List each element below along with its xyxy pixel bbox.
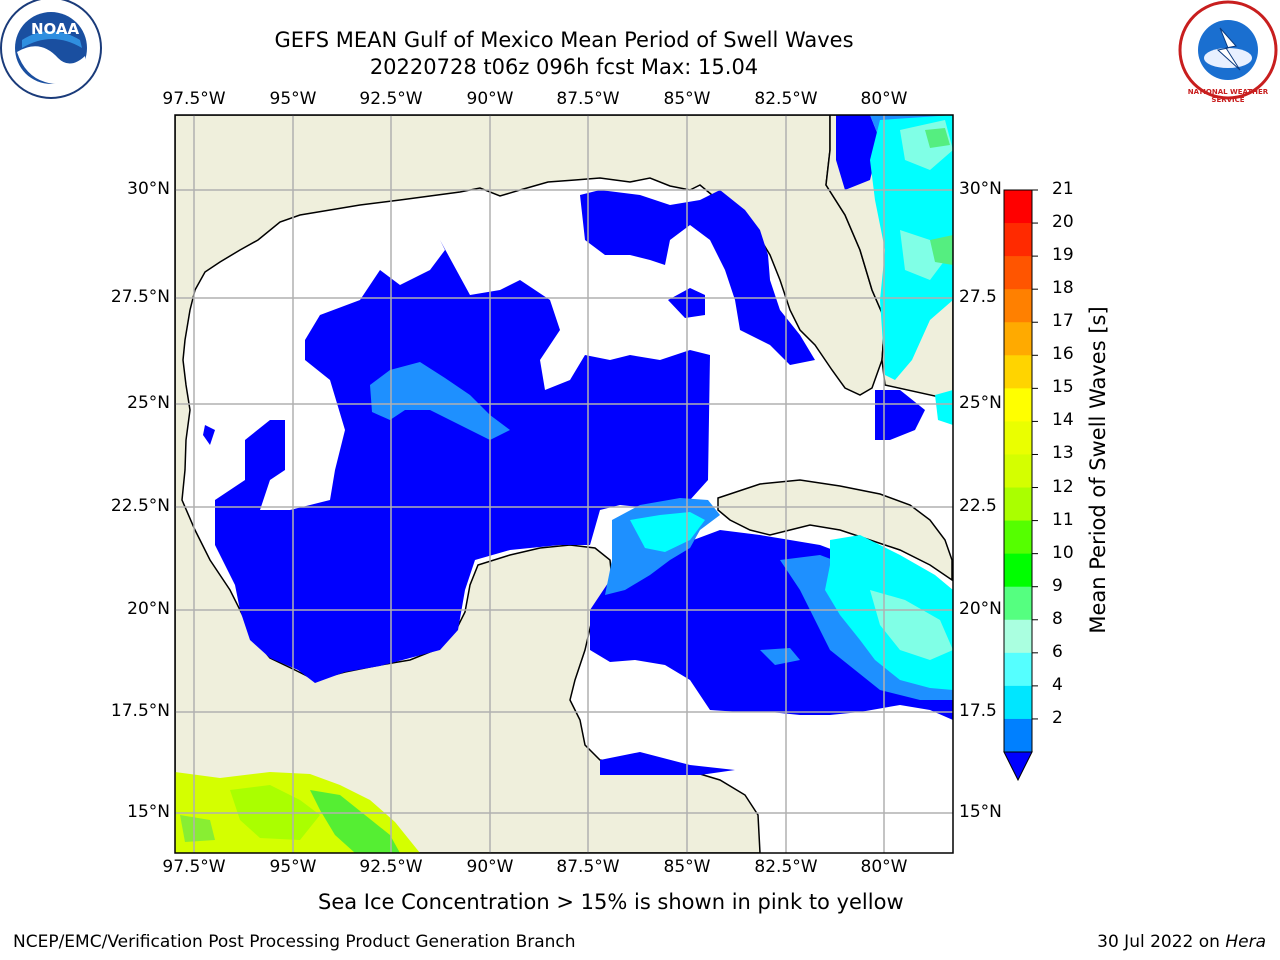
land-cuba <box>717 479 953 582</box>
credit-date-text: 30 Jul 2022 on <box>1097 932 1220 952</box>
map-subtitle: 20220728 t06z 096h fcst Max: 15.04 <box>369 55 759 79</box>
credit-date: 30 Jul 2022 on Hera <box>1097 932 1266 952</box>
colorbar-label: 6 <box>1052 641 1063 662</box>
colorbar-label: 16 <box>1052 344 1074 365</box>
colorbar-label: 14 <box>1052 410 1074 431</box>
colorbar-label: 15 <box>1052 377 1074 398</box>
map-frame <box>174 114 954 854</box>
lon-tick-top: 90°W <box>466 89 514 109</box>
lon-tick-top: 82.5°W <box>754 89 818 109</box>
colorbar-label: 21 <box>1052 179 1074 199</box>
lon-tick-bottom: 92.5°W <box>359 857 423 877</box>
swell-fill-green <box>925 128 953 265</box>
colorbar-label: 13 <box>1052 443 1074 464</box>
credit-branch: NCEP/EMC/Verification Post Processing Pr… <box>13 932 576 952</box>
lat-tick-right: 15°N <box>959 802 1002 822</box>
nws-logo-text: NATIONAL WEATHER SERVICE <box>1187 88 1269 104</box>
lon-tick-top: 87.5°W <box>556 89 620 109</box>
lon-tick-bottom: 85°W <box>663 857 711 877</box>
credit-host: Hera <box>1225 932 1266 952</box>
grid-lines <box>175 115 953 853</box>
colorbar-label: 17 <box>1052 311 1074 332</box>
lon-tick-bottom: 90°W <box>466 857 514 877</box>
colorbar-label: 18 <box>1052 278 1074 299</box>
colorbar-label: 19 <box>1052 245 1074 266</box>
colorbar-title: Mean Period of Swell Waves [s] <box>1086 306 1110 634</box>
lat-tick-right: 22.5 <box>959 496 997 516</box>
lon-tick-top: 80°W <box>860 89 908 109</box>
colorbar-label: 10 <box>1052 542 1074 563</box>
lat-tick-right: 17.5 <box>959 701 997 721</box>
lon-tick-top: 85°W <box>663 89 711 109</box>
lat-tick-right: 30°N <box>959 179 1002 199</box>
lat-tick-left: 22.5°N <box>110 496 170 516</box>
colorbar-label: 20 <box>1052 212 1074 233</box>
lat-tick-left: 30°N <box>127 179 170 199</box>
lat-tick-right: 25°N <box>959 393 1002 413</box>
lat-tick-right: 20°N <box>959 599 1002 619</box>
lat-tick-left: 15°N <box>127 802 170 822</box>
lat-tick-left: 17.5°N <box>110 701 170 721</box>
colorbar-label: 11 <box>1052 509 1074 530</box>
lon-tick-bottom: 80°W <box>860 857 908 877</box>
lon-tick-bottom: 95°W <box>269 857 317 877</box>
lon-tick-bottom: 82.5°W <box>754 857 818 877</box>
colorbar-label: 12 <box>1052 476 1074 497</box>
noaa-logo-text: NOAA <box>31 20 80 38</box>
swell-fill-lightcyan <box>870 120 953 660</box>
colorbar-label: 9 <box>1052 575 1063 596</box>
lat-tick-right: 27.5 <box>959 287 997 307</box>
sea-ice-note: Sea Ice Concentration > 15% is shown in … <box>318 890 904 914</box>
lat-tick-left: 27.5°N <box>110 287 170 307</box>
colorbar-label: 8 <box>1052 608 1063 629</box>
colorbar-label: 4 <box>1052 674 1063 695</box>
lon-tick-top: 92.5°W <box>359 89 423 109</box>
map-title: GEFS MEAN Gulf of Mexico Mean Period of … <box>274 28 854 52</box>
lon-tick-bottom: 87.5°W <box>556 857 620 877</box>
lon-tick-bottom: 97.5°W <box>162 857 226 877</box>
lat-tick-left: 25°N <box>127 393 170 413</box>
lat-tick-left: 20°N <box>127 599 170 619</box>
lon-tick-top: 95°W <box>269 89 317 109</box>
lon-tick-top: 97.5°W <box>162 89 226 109</box>
colorbar-label: 2 <box>1052 707 1063 728</box>
